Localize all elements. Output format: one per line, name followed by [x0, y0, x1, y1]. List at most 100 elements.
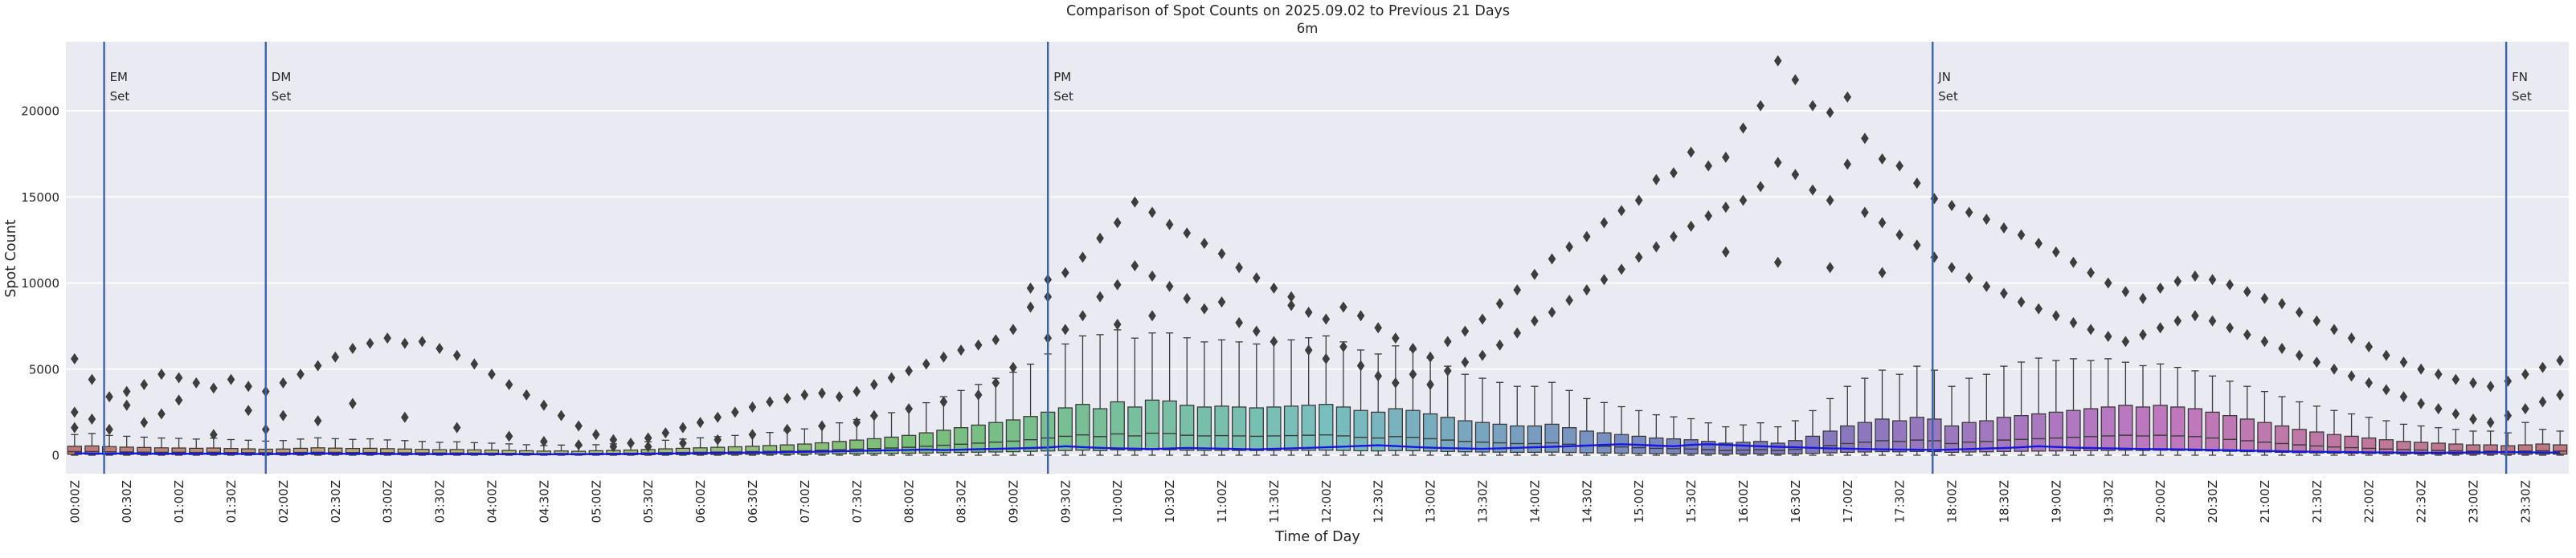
outlier-diamond — [1304, 344, 1313, 356]
outlier-diamond — [731, 406, 739, 418]
outlier-diamond — [714, 434, 722, 446]
outlier-diamond — [2000, 222, 2008, 234]
box — [1805, 435, 1821, 454]
outlier-diamond — [974, 389, 983, 401]
box — [2239, 418, 2255, 453]
x-tick-label: 16:30Z — [1789, 480, 1803, 523]
outlier-diamond — [1409, 369, 1417, 381]
outlier-diamond — [1131, 196, 1139, 208]
box — [1335, 406, 1351, 451]
outlier-diamond — [279, 409, 288, 422]
outlier-diamond — [349, 343, 357, 355]
outlier-diamond — [2069, 256, 2078, 268]
outlier-diamond — [1235, 262, 1243, 274]
outlier-diamond — [1756, 100, 1764, 112]
outlier-diamond — [105, 423, 113, 435]
x-tick-label: 11:00Z — [1215, 480, 1229, 523]
box — [2170, 406, 2186, 451]
outlier-diamond — [1426, 379, 1434, 391]
outlier-diamond — [1113, 318, 1122, 330]
outlier-diamond — [591, 429, 600, 441]
box — [918, 432, 934, 454]
outlier-diamond — [1200, 303, 1208, 315]
outlier-diamond — [1374, 322, 1383, 334]
outlier-diamond — [1565, 294, 1573, 306]
outlier-diamond — [1582, 230, 1591, 242]
outlier-diamond — [2173, 275, 2182, 287]
x-tick-label: 05:00Z — [589, 480, 603, 523]
outlier-diamond — [1287, 299, 1295, 312]
outlier-diamond — [1895, 229, 1903, 241]
outlier-diamond — [1565, 241, 1573, 253]
box — [1127, 406, 1143, 451]
box — [1301, 405, 1316, 451]
outlier-diamond — [2451, 408, 2460, 420]
outlier-diamond — [2260, 336, 2269, 348]
outlier-diamond — [1878, 267, 1887, 279]
outlier-diamond — [140, 379, 149, 391]
box — [2048, 411, 2064, 452]
outlier-diamond — [2330, 363, 2338, 375]
outlier-diamond — [887, 372, 896, 384]
outlier-diamond — [992, 377, 1000, 389]
outlier-diamond — [244, 405, 252, 417]
box — [1579, 430, 1594, 454]
outlier-diamond — [1948, 199, 1956, 211]
x-tick-label: 20:00Z — [2153, 480, 2168, 523]
outlier-diamond — [2312, 356, 2321, 369]
x-tick-label: 03:00Z — [381, 480, 395, 523]
outlier-diamond — [540, 399, 548, 411]
box — [2500, 445, 2516, 455]
x-tick-label: 12:30Z — [1372, 480, 1386, 523]
outlier-diamond — [939, 396, 948, 408]
outlier-diamond — [2226, 322, 2234, 334]
outlier-diamond — [435, 343, 444, 355]
axes-background — [66, 42, 2569, 474]
outlier-diamond — [122, 399, 131, 411]
outlier-diamond — [1304, 306, 1313, 318]
today-count-line — [74, 443, 2561, 456]
x-tick-label: 01:30Z — [224, 480, 239, 523]
outlier-diamond — [2486, 381, 2495, 393]
outlier-diamond — [557, 409, 566, 422]
outlier-diamond — [1670, 167, 1678, 179]
outlier-diamond — [2104, 330, 2112, 342]
event-label-line2: Set — [110, 89, 130, 104]
box — [1319, 404, 1334, 451]
x-tick-label: 15:00Z — [1632, 480, 1646, 523]
outlier-diamond — [1878, 217, 1887, 229]
x-tick-label: 18:00Z — [1945, 480, 1960, 523]
outlier-diamond — [1478, 313, 1486, 325]
box — [1162, 400, 1177, 450]
box — [745, 446, 760, 455]
box — [1371, 411, 1386, 452]
outlier-diamond — [1148, 206, 1156, 218]
outlier-diamond — [401, 411, 409, 423]
outlier-diamond — [210, 429, 218, 441]
outlier-diamond — [1756, 181, 1764, 193]
outlier-diamond — [1687, 146, 1695, 158]
box — [1527, 425, 1543, 454]
x-tick-label: 20:30Z — [2206, 480, 2220, 523]
outlier-diamond — [835, 391, 844, 403]
box — [1474, 422, 1490, 453]
outlier-diamond — [331, 351, 340, 363]
outlier-diamond — [2156, 322, 2165, 334]
box — [2361, 437, 2377, 454]
outlier-diamond — [1687, 220, 1695, 232]
box — [1005, 419, 1021, 453]
event-label-line2: Set — [1938, 89, 1958, 104]
outlier-diamond — [88, 413, 96, 425]
box — [2222, 415, 2238, 452]
outlier-diamond — [227, 373, 235, 385]
box — [988, 422, 1004, 453]
outlier-diamond — [1426, 351, 1434, 363]
outlier-diamond — [313, 415, 322, 427]
x-tick-label: 22:00Z — [2362, 480, 2377, 523]
box — [2274, 425, 2290, 454]
outlier-diamond — [488, 369, 496, 381]
outlier-diamond — [870, 379, 878, 391]
outlier-diamond — [1461, 325, 1470, 337]
event-label-line1: FN — [2512, 70, 2528, 84]
